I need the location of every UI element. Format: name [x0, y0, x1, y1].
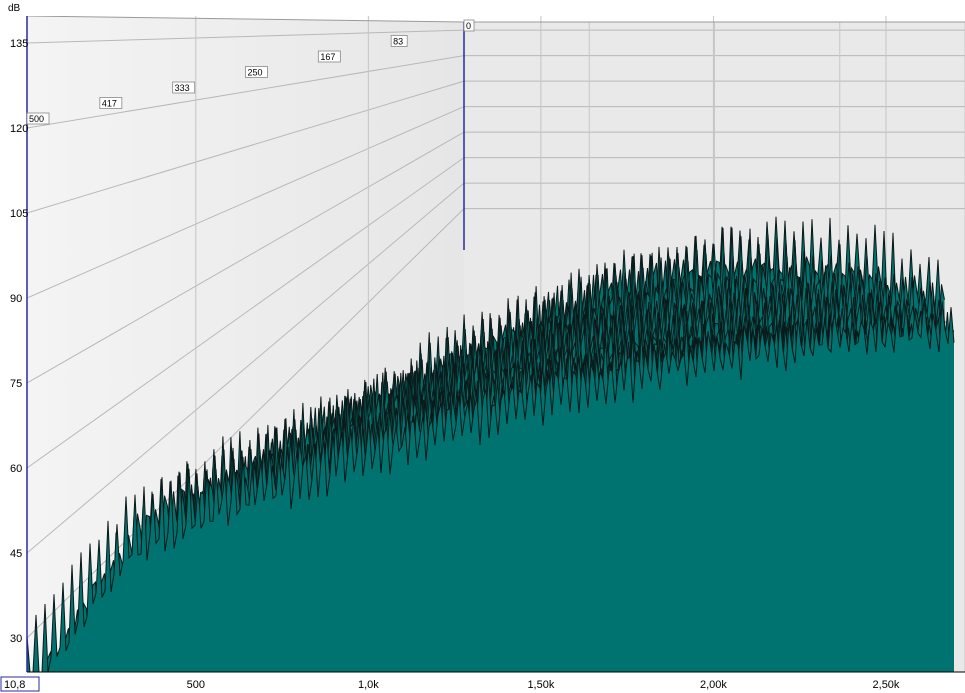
grid-line	[27, 16, 465, 23]
y-tick-label: 30	[10, 633, 22, 645]
waterfall-slice-outline	[27, 299, 955, 672]
x-tick-label: 500	[187, 679, 205, 691]
svg-text:333: 333	[175, 83, 190, 93]
grid-line	[27, 182, 465, 554]
x-axis-ticks: 500 1,0k 1,50k 2,00k 2,50k	[187, 679, 900, 691]
y-tick-label: 45	[10, 548, 22, 560]
svg-text:500: 500	[29, 114, 44, 124]
svg-text:417: 417	[102, 99, 117, 109]
y-tick-label: 75	[10, 378, 22, 390]
depth-tick-label: 333	[172, 81, 196, 94]
y-tick-label: 90	[10, 293, 22, 305]
y-axis-unit: dB	[8, 3, 21, 14]
grid-line	[27, 157, 465, 469]
y-tick-label: 60	[10, 463, 22, 475]
depth-tick-label: 500	[26, 112, 50, 125]
depth-tick-label: 167	[317, 50, 341, 63]
svg-text:0: 0	[466, 21, 471, 31]
svg-text:167: 167	[320, 52, 335, 62]
depth-tick-label: 0	[463, 19, 475, 32]
x-tick-label: 2,00k	[700, 679, 727, 691]
depth-axis-ticks: 500 417 333 250 167 83 0	[26, 19, 475, 125]
waterfall-slice	[27, 299, 954, 672]
svg-text:10,8: 10,8	[4, 679, 25, 691]
y-tick-label: 105	[10, 208, 28, 220]
depth-tick-label: 83	[390, 35, 408, 47]
grid-line	[27, 55, 465, 129]
depth-tick-label: 250	[245, 66, 268, 78]
depth-tick-label: 417	[99, 97, 123, 109]
grid-line	[27, 80, 465, 214]
grid-line	[27, 131, 465, 384]
waterfall-slices	[27, 216, 955, 672]
x-tick-label: 1,50k	[527, 679, 554, 691]
x-tick-label: 2,50k	[873, 679, 900, 691]
x-start-marker[interactable]: 10,8	[0, 676, 40, 692]
grid-line	[27, 29, 465, 44]
y-tick-label: 135	[10, 38, 28, 50]
y-axis-ticks: 135 120 105 90 75 60 45 30	[10, 38, 28, 645]
x-tick-label: 1,0k	[358, 679, 379, 691]
y-tick-label: 120	[10, 123, 28, 135]
svg-text:83: 83	[393, 37, 403, 47]
svg-text:250: 250	[248, 68, 263, 78]
grid-line	[27, 106, 465, 299]
